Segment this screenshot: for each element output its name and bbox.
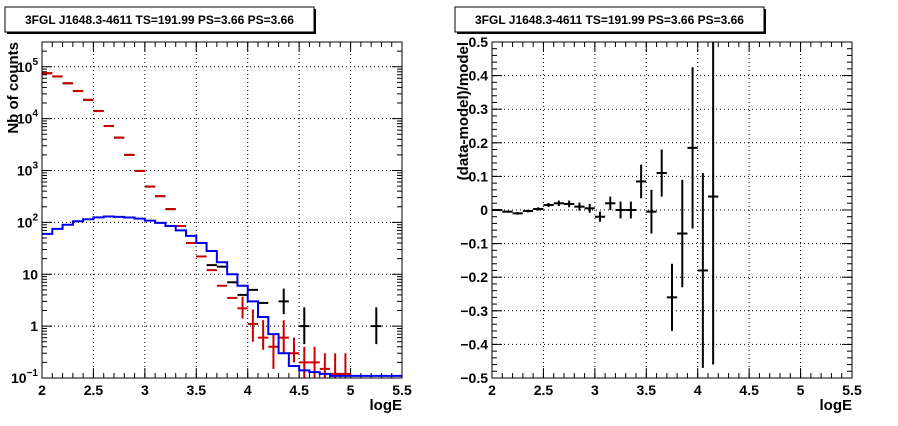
title-frame — [454, 6, 765, 33]
y-tick-label: 0.5 — [469, 34, 489, 50]
x-tick-label: 3.5 — [187, 382, 207, 398]
plot-area — [42, 42, 402, 378]
y-axis-title: Nb of counts — [5, 42, 22, 134]
data-point-model — [278, 320, 289, 354]
data-point-model — [340, 353, 351, 378]
title-box: 3FGL J1648.3-4611 TS=191.99 PS=3.66 PS=3… — [454, 6, 766, 34]
x-tick-label: 4.5 — [739, 382, 759, 398]
data-point-residual — [533, 207, 544, 211]
data-point-data — [278, 288, 289, 315]
data-point-model — [299, 346, 310, 378]
x-axis-title: logE — [820, 397, 853, 414]
data-point-model — [258, 320, 269, 350]
data-point-residual — [605, 196, 616, 210]
data-point-residual — [636, 164, 647, 199]
y-tick-label: 10 — [22, 266, 38, 282]
y-tick-label: 104 — [17, 109, 39, 127]
data-point-residual — [522, 209, 534, 213]
y-tick-label: 0 — [480, 202, 488, 218]
y-tick-label: −0.5 — [460, 370, 488, 386]
y-axis-title: (data-model)/model — [455, 42, 472, 180]
series-component — [42, 215, 402, 377]
data-point-residual — [564, 200, 575, 208]
data-point-model — [288, 337, 300, 363]
data-point-model — [330, 353, 341, 378]
y-tick-label: −0.1 — [460, 236, 488, 252]
y-tick-label: 103 — [17, 161, 39, 179]
data-point-model — [237, 296, 248, 319]
data-point-residual — [708, 42, 719, 365]
y-tick-label: −0.3 — [460, 303, 488, 319]
x-axis-title: logE — [370, 397, 403, 414]
data-point-residual — [553, 200, 564, 206]
data-point-residual — [512, 212, 523, 215]
data-point-residual — [594, 211, 606, 222]
x-tick-label: 3 — [591, 382, 599, 398]
data-point-residual — [502, 210, 513, 213]
title-box: 3FGL J1648.3-4611 TS=191.99 PS=3.66 PS=3… — [4, 6, 316, 34]
data-point-model — [268, 334, 279, 369]
data-point-residual — [656, 149, 667, 197]
x-tick-label: 2.5 — [534, 382, 554, 398]
data-point-residual — [492, 208, 503, 212]
data-point-data — [371, 307, 382, 345]
x-tick-label: 5.5 — [842, 382, 862, 398]
y-tick-label: 105 — [17, 57, 39, 75]
data-point-data — [299, 307, 310, 345]
chart-title: 3FGL J1648.3-4611 TS=191.99 PS=3.66 PS=3… — [475, 13, 744, 27]
data-point-model — [247, 309, 258, 342]
y-tick-label: 0.1 — [469, 168, 489, 184]
series-line-component — [42, 215, 402, 377]
y-tick-label: 0.2 — [469, 135, 489, 151]
plot-frame — [491, 41, 853, 379]
x-tick-label: 5 — [797, 382, 805, 398]
x-tick-label: 4 — [694, 382, 702, 398]
y-tick-label: −0.2 — [460, 269, 488, 285]
data-point-residual — [584, 203, 595, 213]
data-point-residual — [574, 202, 585, 211]
x-tick-label: 3.5 — [637, 382, 657, 398]
title-frame — [4, 6, 315, 33]
x-tick-label: 4 — [244, 382, 252, 398]
data-point-residual — [625, 201, 636, 219]
y-tick-label: 0.3 — [469, 101, 489, 117]
y-tick-label: 0.4 — [469, 68, 489, 84]
x-tick-label: 2 — [488, 382, 496, 398]
data-point-residual — [697, 173, 708, 368]
data-point-residual — [687, 67, 698, 229]
chart-title: 3FGL J1648.3-4611 TS=191.99 PS=3.66 PS=3… — [25, 13, 294, 27]
x-tick-label: 3 — [141, 382, 149, 398]
data-point-residual — [677, 179, 688, 288]
y-axis: −0.5 −0.4 −0.3 −0.2 −0.1 0 0.1 0.2 0.3 0.4 0.5(dat… — [455, 34, 852, 386]
x-tick-label: 2 — [38, 382, 46, 398]
x-tick-label: 4.5 — [289, 382, 309, 398]
x-tick-label: 5.5 — [392, 382, 412, 398]
x-tick-label: 2.5 — [84, 382, 104, 398]
data-point-residual — [666, 263, 678, 331]
data-point-residual — [543, 202, 554, 207]
series-residual — [492, 42, 719, 368]
data-point-residual — [646, 189, 657, 234]
y-tick-label: −0.4 — [460, 336, 488, 352]
y-tick-label: 1 — [30, 318, 38, 334]
y-tick-label: 10−1 — [11, 368, 38, 386]
x-tick-label: 5 — [347, 382, 355, 398]
data-point-residual — [615, 201, 626, 219]
y-tick-label: 102 — [17, 212, 39, 230]
plot-frame — [41, 41, 403, 379]
